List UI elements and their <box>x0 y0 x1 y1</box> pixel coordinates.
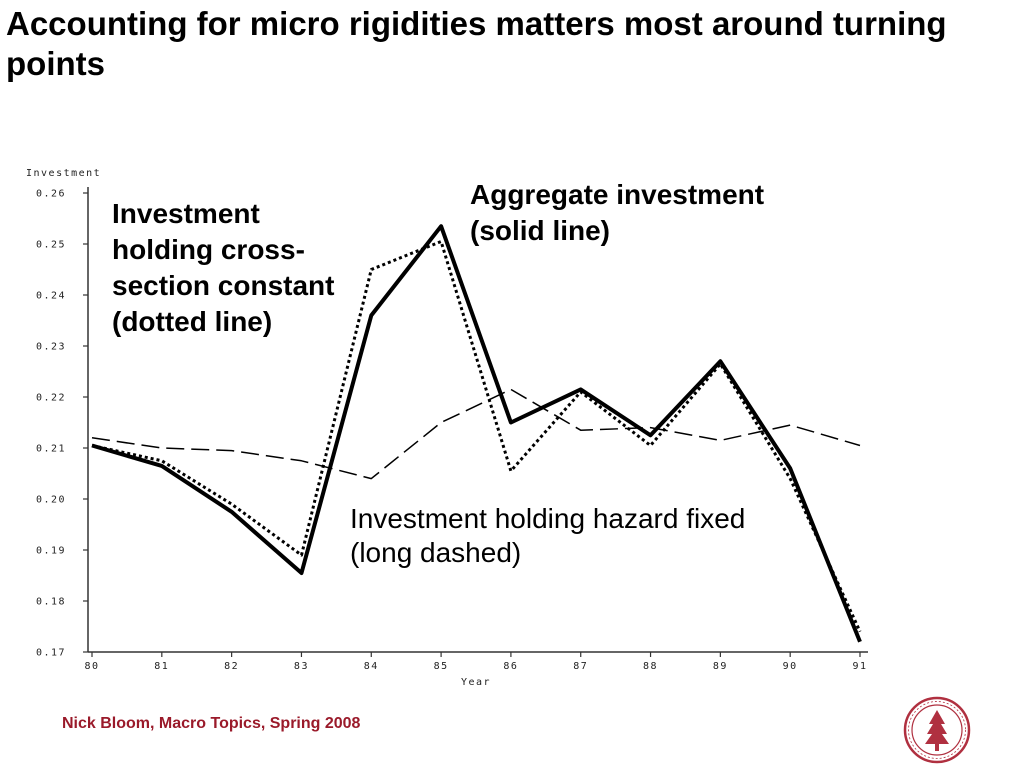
y-tick-label: 0.19 <box>36 546 66 557</box>
annotation-cross-section: Investment holding cross-section constan… <box>112 198 335 337</box>
y-tick-label: 0.21 <box>36 444 66 455</box>
footer-credit: Nick Bloom, Macro Topics, Spring 2008 <box>62 715 361 732</box>
slide-title: Accounting for micro rigidities matters … <box>6 5 947 82</box>
annotation-aggregate: Aggregate investment (solid line) <box>470 179 765 246</box>
y-tick-label: 0.20 <box>36 495 66 506</box>
y-axis-title: Investment <box>26 168 101 179</box>
annotation-hazard: Investment holding hazard fixed (long da… <box>350 503 746 568</box>
series-line-dotted <box>91 240 862 633</box>
y-tick-label: 0.22 <box>36 393 66 404</box>
x-tick-label: 81 <box>154 661 169 672</box>
x-tick-label: 82 <box>224 661 239 672</box>
x-tick-label: 90 <box>783 661 798 672</box>
x-tick-label: 85 <box>434 661 449 672</box>
x-tick-label: 80 <box>84 661 99 672</box>
x-tick-label: 89 <box>713 661 728 672</box>
x-tick-label: 86 <box>503 661 518 672</box>
series-line-solid <box>91 224 862 643</box>
y-tick-label: 0.24 <box>36 291 66 302</box>
y-tick-label: 0.26 <box>36 189 66 200</box>
x-axis-title: Year <box>461 677 491 688</box>
y-tick-label: 0.17 <box>36 648 66 659</box>
y-tick-label: 0.18 <box>36 597 66 608</box>
x-tick-label: 83 <box>294 661 309 672</box>
university-seal-icon <box>903 696 971 764</box>
x-tick-label: 91 <box>852 661 867 672</box>
y-tick-label: 0.23 <box>36 342 66 353</box>
series-line-long-dashed <box>91 388 861 480</box>
x-tick-label: 88 <box>643 661 658 672</box>
y-tick-label: 0.25 <box>36 240 66 251</box>
x-tick-label: 87 <box>573 661 588 672</box>
x-tick-label: 84 <box>364 661 379 672</box>
